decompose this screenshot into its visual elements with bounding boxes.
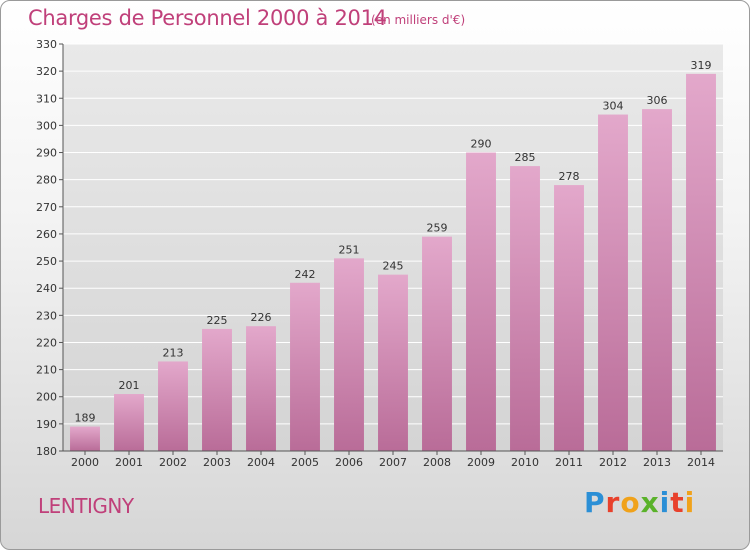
y-tick-label: 180 bbox=[36, 445, 57, 458]
bar-2014[interactable] bbox=[686, 73, 716, 451]
y-tick-label: 210 bbox=[36, 364, 57, 377]
value-label-2004: 226 bbox=[251, 311, 272, 324]
y-tick-label: 270 bbox=[36, 201, 57, 214]
bar-2000[interactable] bbox=[70, 426, 100, 451]
bar-2009[interactable] bbox=[466, 152, 496, 452]
value-label-2002: 213 bbox=[163, 346, 184, 359]
y-tick-label: 200 bbox=[36, 391, 57, 404]
y-tick-label: 320 bbox=[36, 65, 57, 78]
value-label-2000: 189 bbox=[75, 412, 96, 425]
bar-2002[interactable] bbox=[158, 361, 188, 451]
x-tick-label-2007: 2007 bbox=[379, 456, 407, 469]
bar-2006[interactable] bbox=[334, 258, 364, 451]
y-tick-label: 300 bbox=[36, 119, 57, 132]
bars: 189 201 213 225 226 242 251 245 259 290 285 278 304 3… bbox=[70, 59, 716, 452]
bar-2003[interactable] bbox=[202, 328, 232, 451]
logo-letter: i bbox=[684, 486, 696, 519]
value-label-2014: 319 bbox=[691, 59, 712, 72]
chart-subtitle: (en milliers d'€) bbox=[371, 13, 466, 27]
value-label-2008: 259 bbox=[427, 222, 448, 235]
chart-title: Charges de Personnel 2000 à 2014 bbox=[28, 6, 387, 30]
x-tick-label-2005: 2005 bbox=[291, 456, 319, 469]
x-tick-label-2003: 2003 bbox=[203, 456, 231, 469]
logo-letter: i bbox=[659, 486, 671, 519]
x-tick-label-2000: 2000 bbox=[71, 456, 99, 469]
y-tick-label: 250 bbox=[36, 255, 57, 268]
value-label-2001: 201 bbox=[119, 379, 140, 392]
value-label-2010: 285 bbox=[515, 151, 536, 164]
logo-letter: o bbox=[620, 486, 641, 519]
x-tick-label-2006: 2006 bbox=[335, 456, 363, 469]
bar-2007[interactable] bbox=[378, 274, 408, 451]
bar-2004[interactable] bbox=[246, 326, 276, 451]
commune-name: LENTIGNY bbox=[38, 494, 134, 518]
x-tick-label-2010: 2010 bbox=[511, 456, 539, 469]
x-tick-label-2008: 2008 bbox=[423, 456, 451, 469]
x-tick-label-2013: 2013 bbox=[643, 456, 671, 469]
bar-2008[interactable] bbox=[422, 236, 452, 451]
axes: 180 190 200 210 220 230 240 250 260 270 280 290 300 3… bbox=[36, 38, 723, 469]
proxiti-logo[interactable]: Proxiti bbox=[584, 486, 695, 519]
value-label-2011: 278 bbox=[559, 170, 580, 183]
bar-2010[interactable] bbox=[510, 166, 540, 451]
x-tick-label-2011: 2011 bbox=[555, 456, 583, 469]
y-tick-label: 280 bbox=[36, 174, 57, 187]
bar-2005[interactable] bbox=[290, 282, 320, 451]
bar-2013[interactable] bbox=[642, 109, 672, 452]
bar-2012[interactable] bbox=[598, 114, 628, 452]
value-label-2012: 304 bbox=[603, 100, 624, 113]
logo-letter: x bbox=[640, 486, 660, 519]
logo-letter: P bbox=[584, 486, 606, 519]
x-tick-label-2014: 2014 bbox=[687, 456, 715, 469]
x-tick-label-2009: 2009 bbox=[467, 456, 495, 469]
x-tick-label-2012: 2012 bbox=[599, 456, 627, 469]
logo-letter: r bbox=[605, 486, 621, 519]
bar-2011[interactable] bbox=[554, 185, 584, 452]
y-tick-label: 190 bbox=[36, 418, 57, 431]
value-label-2013: 306 bbox=[647, 94, 668, 107]
y-tick-label: 260 bbox=[36, 228, 57, 241]
bar-2001[interactable] bbox=[114, 394, 144, 451]
value-label-2003: 225 bbox=[207, 314, 228, 327]
y-tick-label: 240 bbox=[36, 282, 57, 295]
logo-letter: t bbox=[670, 486, 685, 519]
y-tick-label: 310 bbox=[36, 92, 57, 105]
y-tick-label: 330 bbox=[36, 38, 57, 51]
x-tick-label-2001: 2001 bbox=[115, 456, 143, 469]
value-label-2009: 290 bbox=[471, 138, 492, 151]
value-label-2005: 242 bbox=[295, 268, 316, 281]
y-tick-label: 290 bbox=[36, 147, 57, 160]
value-label-2006: 251 bbox=[339, 243, 360, 256]
x-tick-label-2002: 2002 bbox=[159, 456, 187, 469]
x-tick-label-2004: 2004 bbox=[247, 456, 275, 469]
y-tick-label: 220 bbox=[36, 336, 57, 349]
y-tick-label: 230 bbox=[36, 309, 57, 322]
value-label-2007: 245 bbox=[383, 260, 404, 273]
